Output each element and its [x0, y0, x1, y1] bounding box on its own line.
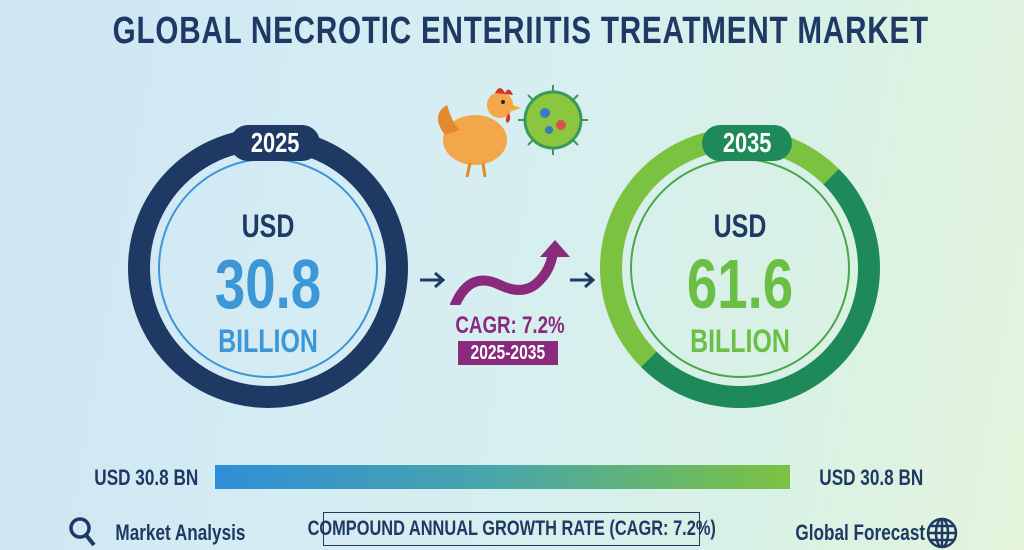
unit-left: BILLION	[218, 323, 318, 359]
year-badge-2035: 2035	[702, 125, 793, 161]
value-left: 30.8	[214, 245, 322, 323]
growth-arrow-icon	[420, 240, 596, 305]
chicken-icon	[437, 88, 521, 178]
page-title: GLOBAL NECROTIC ENTERIITIS TREATMENT MAR…	[112, 10, 929, 52]
year-2025: 2025	[250, 127, 300, 158]
cagr-full-label: COMPOUND ANNUAL GROWTH RATE (CAGR: 7.2%)	[307, 517, 716, 540]
bar-right-label: USD 30.8 BN	[819, 465, 924, 490]
search-icon	[69, 517, 96, 547]
globe-icon	[926, 517, 958, 549]
value-right: 61.6	[686, 245, 794, 323]
arrow-right-icon	[420, 271, 446, 289]
virus-icon	[518, 85, 588, 155]
growth-bar	[215, 465, 790, 489]
unit-right: BILLION	[690, 323, 790, 359]
cagr-label: CAGR: 7.2%	[455, 312, 565, 339]
chicken-virus-illustration	[437, 85, 588, 178]
cagr-period-badge: 2025-2035	[458, 341, 558, 365]
currency-left: USD	[241, 208, 295, 244]
cagr-period: 2025-2035	[470, 341, 546, 364]
year-2035: 2035	[722, 127, 772, 158]
cagr-box: COMPOUND ANNUAL GROWTH RATE (CAGR: 7.2%)	[307, 512, 716, 546]
global-forecast-label: Global Forecast	[795, 520, 926, 545]
currency-right: USD	[713, 208, 767, 244]
bar-left-label: USD 30.8 BN	[94, 465, 199, 490]
market-analysis-label: Market Analysis	[115, 520, 246, 545]
year-badge-2025: 2025	[230, 125, 321, 161]
arrow-right-icon	[570, 271, 596, 289]
